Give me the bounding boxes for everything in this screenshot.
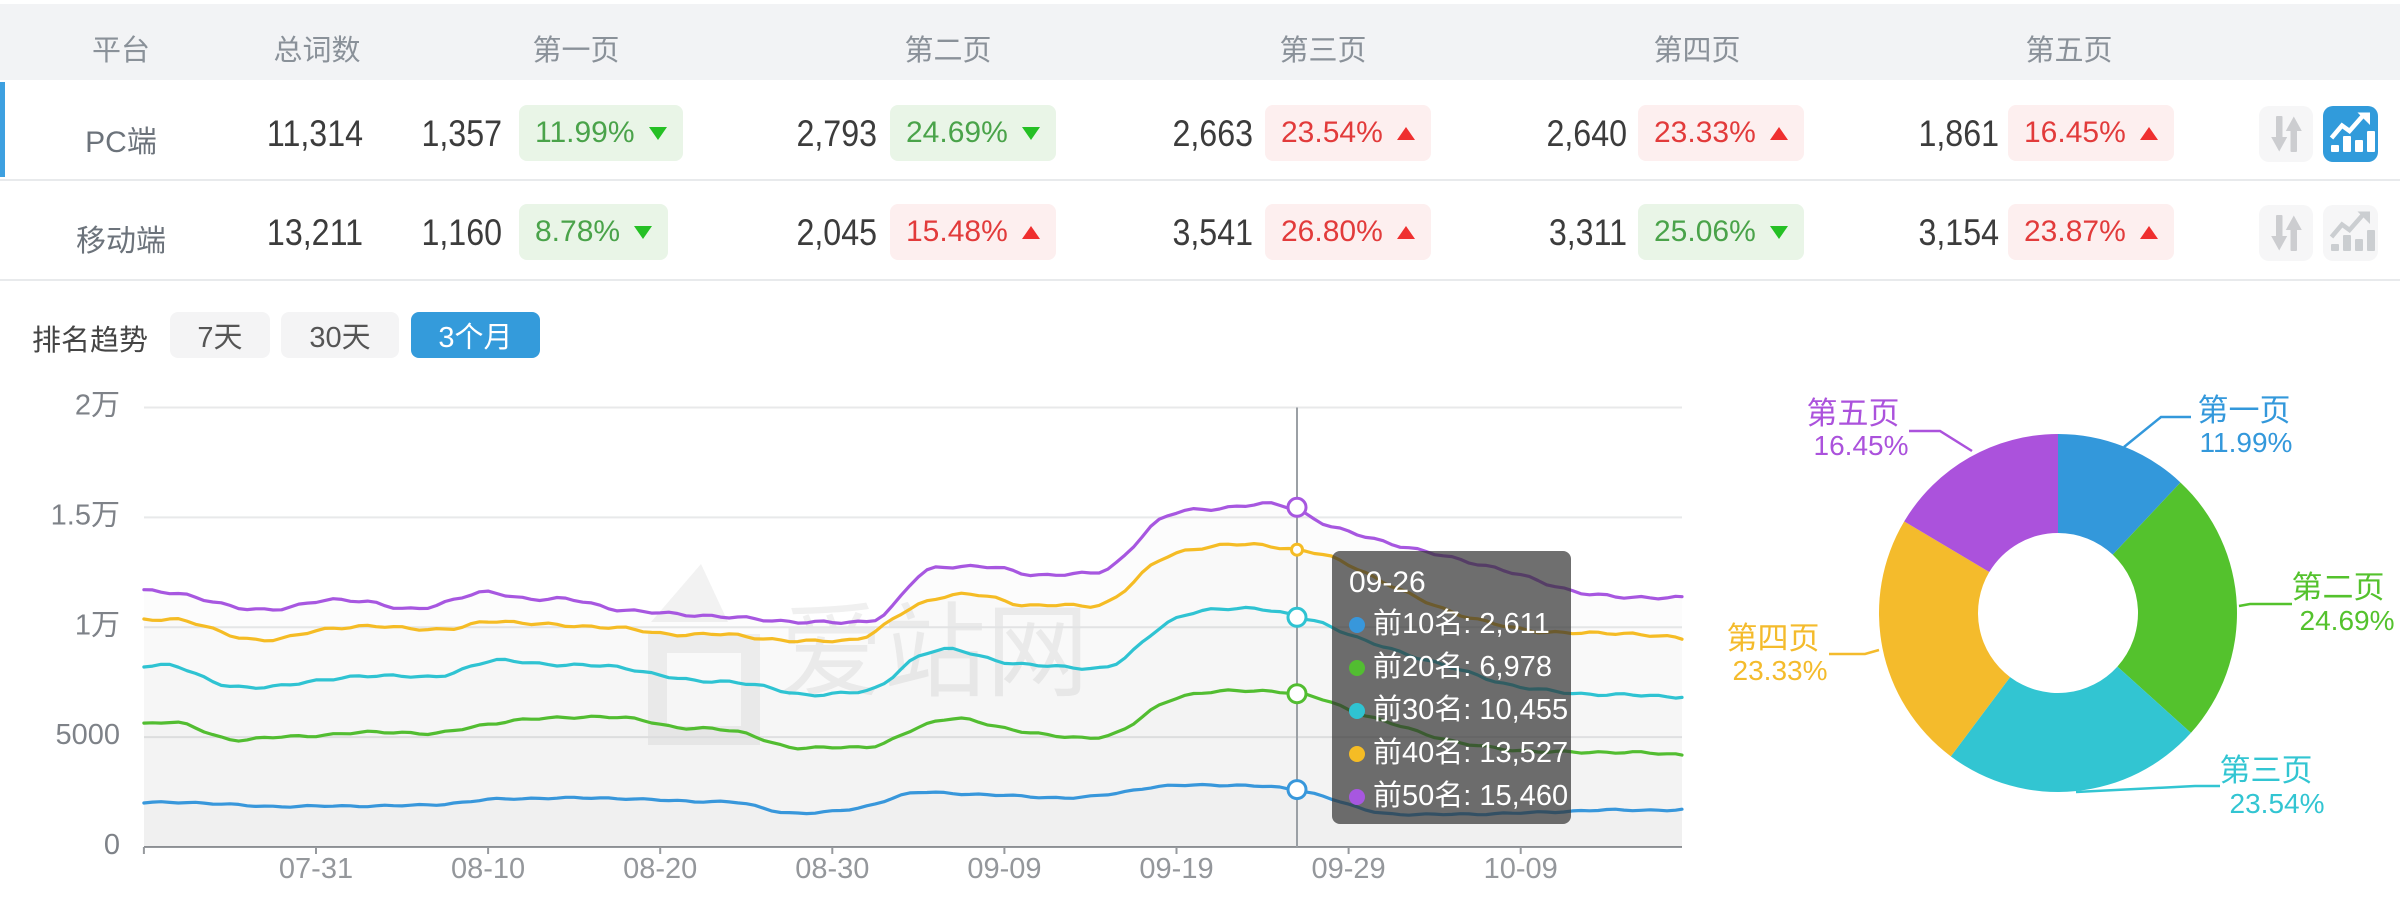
svg-text:08-10: 08-10 [451,853,525,885]
svg-text:10-09: 10-09 [1484,853,1558,885]
svg-text:24.69%: 24.69% [2300,605,2395,636]
svg-text:第三页: 第三页 [2220,753,2313,788]
svg-text:08-20: 08-20 [623,853,697,885]
svg-text:16.45%: 16.45% [1814,430,1909,461]
svg-text:23.54%: 23.54% [2230,788,2325,819]
svg-text:1.5万: 1.5万 [51,499,120,531]
svg-text:第一页: 第一页 [2198,393,2291,428]
svg-text:第四页: 第四页 [1727,621,1820,656]
svg-text:第五页: 第五页 [1807,396,1900,431]
svg-text:09-19: 09-19 [1139,853,1213,885]
svg-text:第二页: 第二页 [2292,570,2385,605]
svg-text:1万: 1万 [75,609,120,641]
svg-text:08-30: 08-30 [795,853,869,885]
svg-text:11.99%: 11.99% [2200,427,2293,458]
svg-text:09-09: 09-09 [967,853,1041,885]
svg-text:07-31: 07-31 [279,853,353,885]
svg-text:0: 0 [104,829,120,861]
svg-text:5000: 5000 [55,719,120,751]
svg-text:2万: 2万 [75,390,120,422]
svg-text:23.33%: 23.33% [1733,655,1828,686]
svg-text:09-29: 09-29 [1312,853,1386,885]
